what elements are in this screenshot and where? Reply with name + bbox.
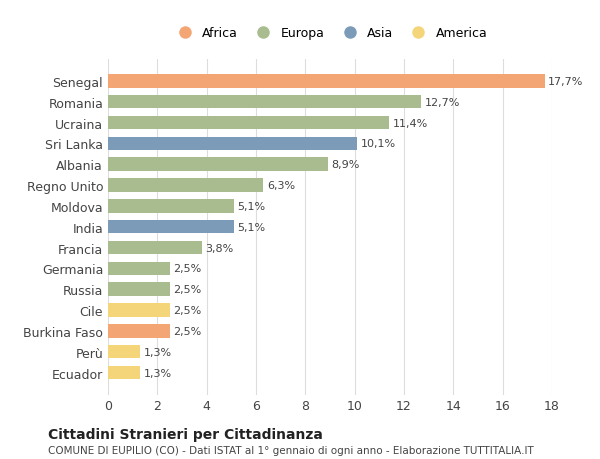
Bar — [108, 262, 170, 275]
Text: 1,3%: 1,3% — [144, 368, 172, 378]
Text: 2,5%: 2,5% — [173, 285, 202, 295]
Text: COMUNE DI EUPILIO (CO) - Dati ISTAT al 1° gennaio di ogni anno - Elaborazione TU: COMUNE DI EUPILIO (CO) - Dati ISTAT al 1… — [48, 445, 534, 455]
Bar — [108, 325, 170, 338]
Bar — [108, 241, 202, 255]
Text: 1,3%: 1,3% — [144, 347, 172, 357]
Bar — [108, 283, 170, 297]
Bar — [108, 158, 328, 172]
Text: 3,8%: 3,8% — [205, 243, 233, 253]
Bar — [108, 117, 389, 130]
Text: 10,1%: 10,1% — [361, 139, 396, 149]
Bar — [108, 137, 357, 151]
Bar — [108, 179, 263, 192]
Text: Cittadini Stranieri per Cittadinanza: Cittadini Stranieri per Cittadinanza — [48, 427, 323, 441]
Bar — [108, 303, 170, 317]
Legend: Africa, Europa, Asia, America: Africa, Europa, Asia, America — [167, 22, 493, 45]
Bar — [108, 366, 140, 380]
Bar — [108, 75, 545, 89]
Text: 2,5%: 2,5% — [173, 264, 202, 274]
Text: 2,5%: 2,5% — [173, 326, 202, 336]
Bar — [108, 95, 421, 109]
Text: 6,3%: 6,3% — [267, 181, 295, 190]
Text: 5,1%: 5,1% — [238, 202, 266, 212]
Text: 11,4%: 11,4% — [393, 118, 428, 128]
Text: 2,5%: 2,5% — [173, 305, 202, 315]
Text: 8,9%: 8,9% — [331, 160, 359, 170]
Bar — [108, 345, 140, 359]
Text: 17,7%: 17,7% — [548, 77, 584, 87]
Bar — [108, 200, 234, 213]
Bar — [108, 220, 234, 234]
Text: 5,1%: 5,1% — [238, 222, 266, 232]
Text: 12,7%: 12,7% — [425, 97, 460, 107]
